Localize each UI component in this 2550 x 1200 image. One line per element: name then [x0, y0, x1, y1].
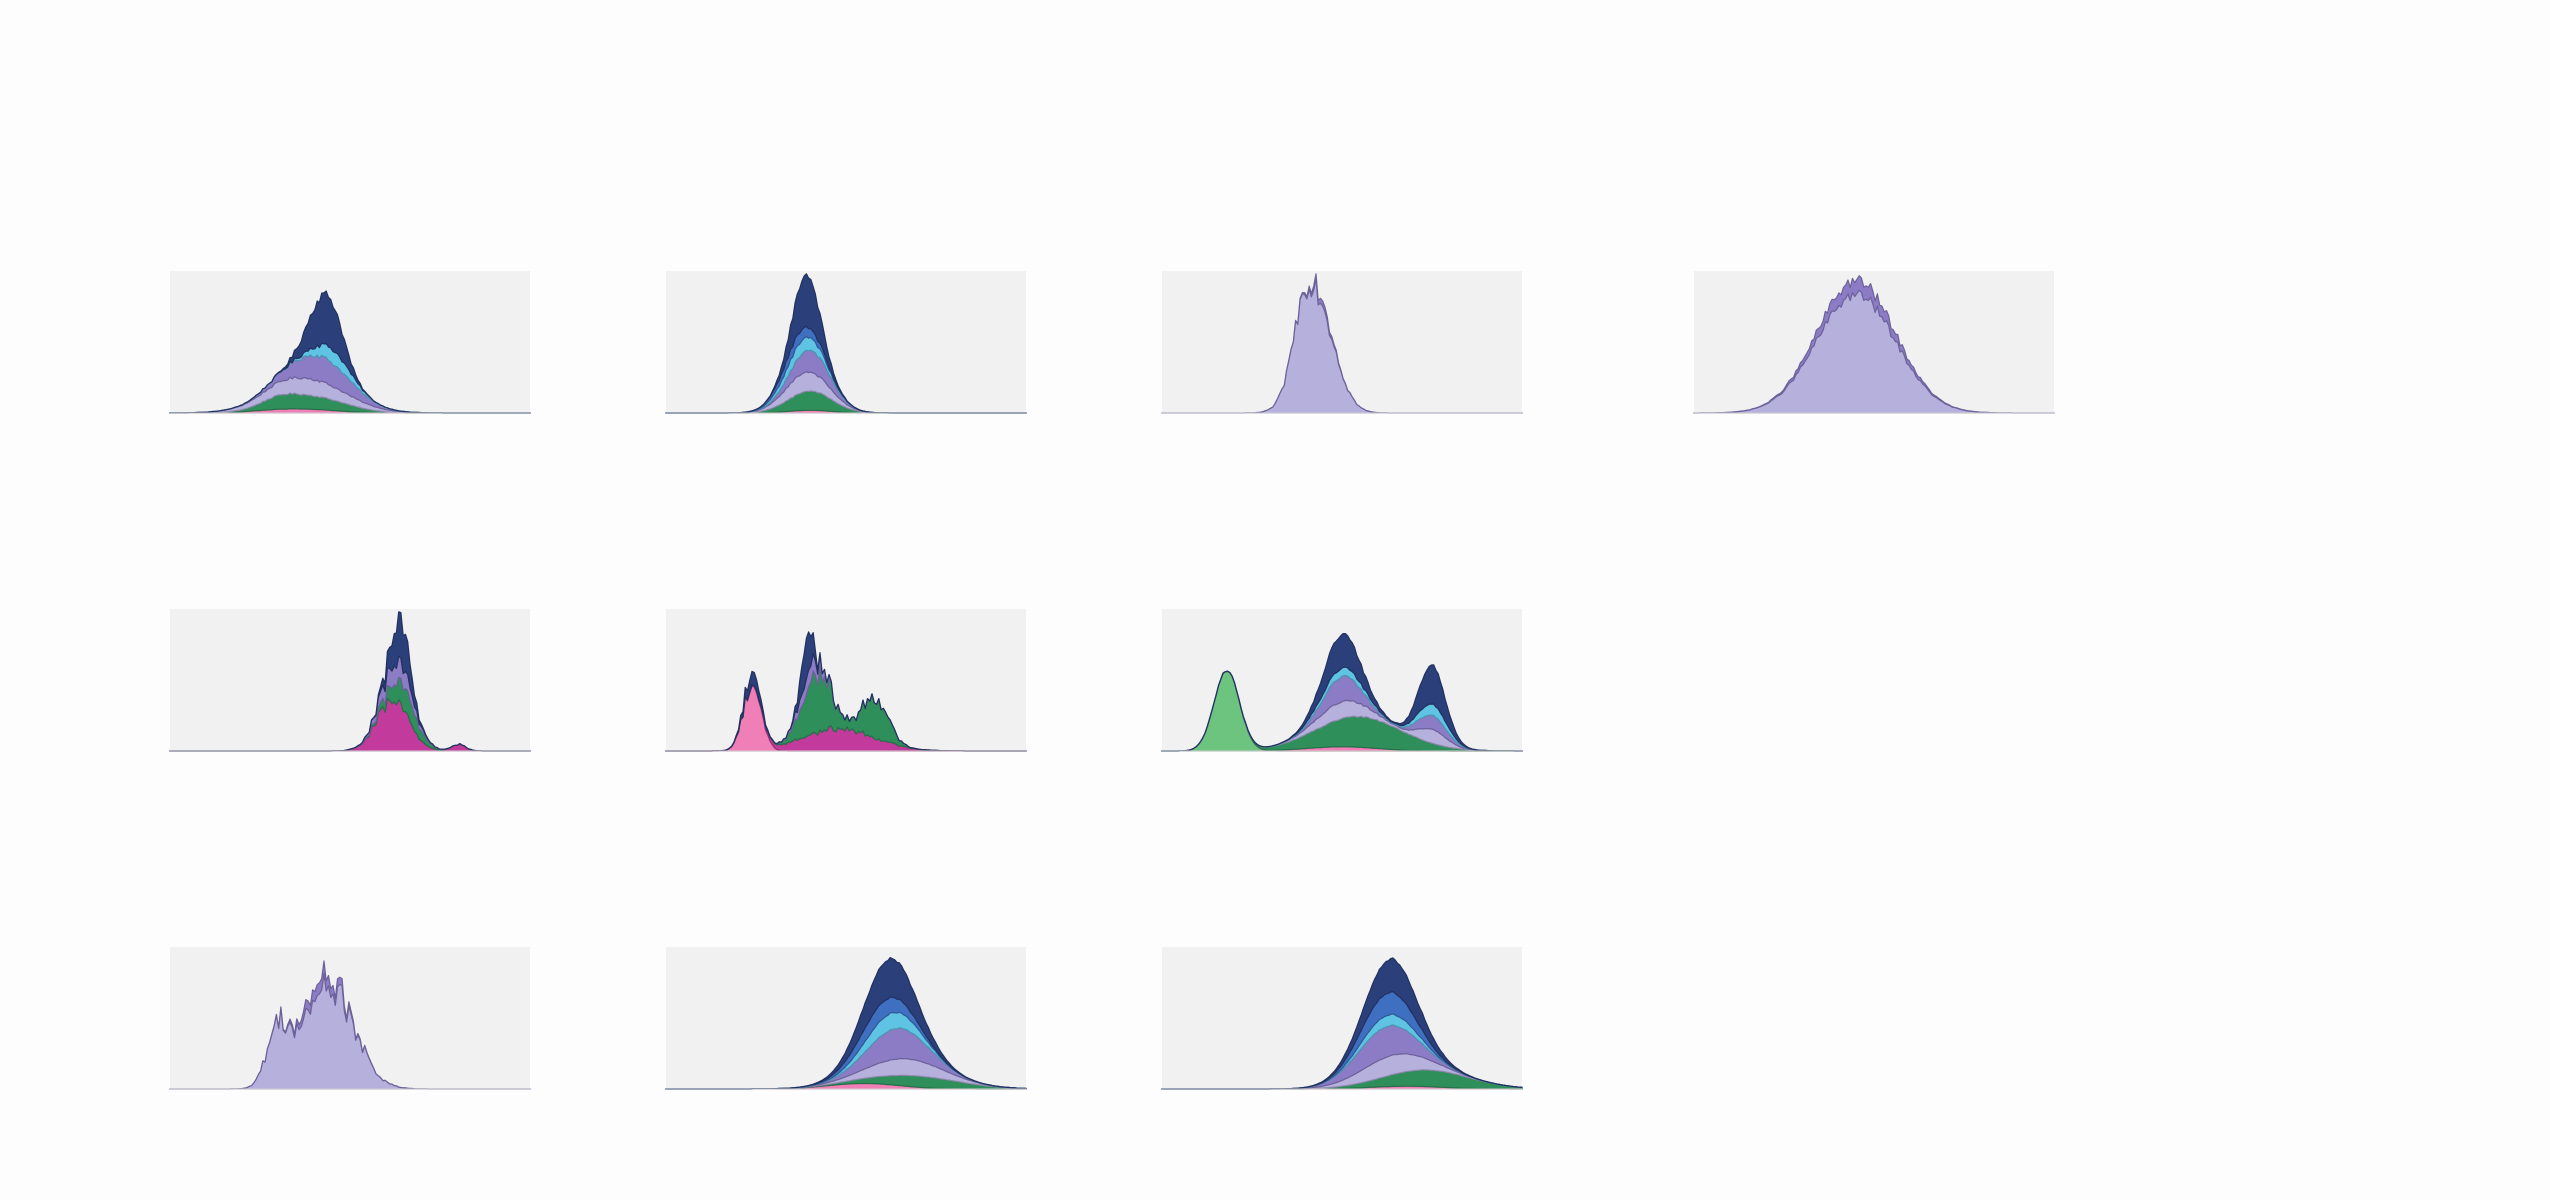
chart-panel-7	[1161, 609, 1523, 752]
chart-panels	[169, 271, 2055, 1090]
chart-panel-10	[1161, 947, 1523, 1090]
chart-panel-3	[1161, 271, 1523, 414]
chart-panel-6	[665, 609, 1027, 752]
plot-area-background	[170, 609, 530, 751]
chart-panel-9	[665, 947, 1027, 1090]
plot-area-background	[666, 271, 1026, 413]
chart-panel-5	[169, 609, 531, 752]
chart-panel-2	[665, 271, 1027, 414]
chart-panel-1	[169, 271, 531, 414]
chart-panel-8	[169, 947, 531, 1090]
chart-panel-4	[1693, 271, 2055, 414]
